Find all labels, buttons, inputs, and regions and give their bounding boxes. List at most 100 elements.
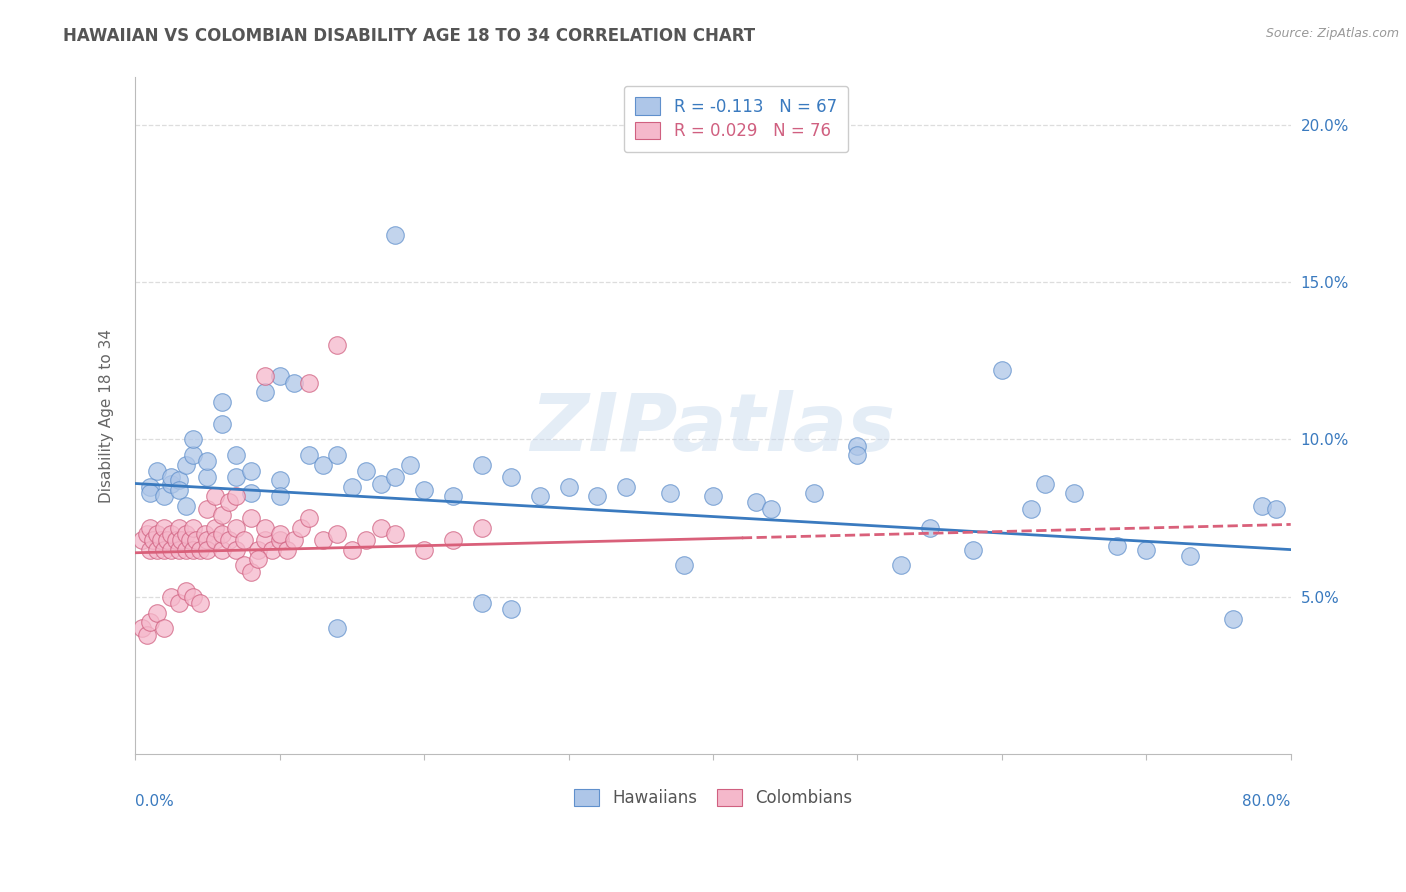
Point [153, 489, 176, 503]
Point [174, 527, 197, 541]
Point [471, 596, 494, 610]
Point [557, 480, 579, 494]
Point [204, 520, 226, 534]
Point [471, 458, 494, 472]
Point [269, 527, 291, 541]
Point [211, 508, 233, 522]
Point [174, 583, 197, 598]
Text: 0.0%: 0.0% [135, 795, 174, 809]
Point [204, 489, 226, 503]
Point [179, 533, 201, 548]
Point [297, 511, 319, 525]
Point [918, 520, 941, 534]
Point [184, 533, 207, 548]
Point [225, 470, 247, 484]
Point [340, 480, 363, 494]
Text: ZIPatlas: ZIPatlas [530, 391, 896, 468]
Point [326, 621, 349, 635]
Point [890, 558, 912, 573]
Point [232, 533, 254, 548]
Point [745, 495, 768, 509]
Point [413, 542, 436, 557]
Point [1265, 501, 1288, 516]
Point [254, 520, 277, 534]
Point [239, 511, 262, 525]
Point [160, 590, 183, 604]
Point [239, 565, 262, 579]
Text: Source: ZipAtlas.com: Source: ZipAtlas.com [1265, 27, 1399, 40]
Point [197, 501, 219, 516]
Point [174, 542, 197, 557]
Point [146, 606, 169, 620]
Point [160, 542, 183, 557]
Point [370, 476, 392, 491]
Point [150, 533, 173, 548]
Point [153, 621, 176, 635]
Point [188, 596, 211, 610]
Point [759, 501, 782, 516]
Point [181, 448, 204, 462]
Point [197, 533, 219, 548]
Point [225, 489, 247, 503]
Point [658, 486, 681, 500]
Point [211, 527, 233, 541]
Point [204, 533, 226, 548]
Point [211, 542, 233, 557]
Point [1135, 542, 1157, 557]
Point [131, 621, 153, 635]
Point [181, 520, 204, 534]
Point [181, 542, 204, 557]
Point [441, 533, 464, 548]
Point [174, 458, 197, 472]
Point [1019, 501, 1042, 516]
Point [141, 533, 163, 548]
Point [1178, 549, 1201, 563]
Point [167, 483, 190, 497]
Point [803, 486, 825, 500]
Point [225, 448, 247, 462]
Point [146, 542, 169, 557]
Point [160, 527, 183, 541]
Point [370, 520, 392, 534]
Point [269, 489, 291, 503]
Point [846, 448, 869, 462]
Point [197, 454, 219, 468]
Point [1222, 612, 1244, 626]
Point [340, 542, 363, 557]
Point [254, 385, 277, 400]
Point [614, 480, 637, 494]
Point [356, 464, 378, 478]
Point [297, 376, 319, 390]
Point [673, 558, 696, 573]
Text: 80.0%: 80.0% [1243, 795, 1291, 809]
Point [254, 369, 277, 384]
Point [326, 448, 349, 462]
Point [218, 495, 240, 509]
Point [135, 527, 157, 541]
Point [846, 439, 869, 453]
Point [239, 486, 262, 500]
Point [138, 542, 160, 557]
Point [1033, 476, 1056, 491]
Point [312, 533, 335, 548]
Point [146, 527, 169, 541]
Point [262, 542, 284, 557]
Point [384, 527, 406, 541]
Point [138, 480, 160, 494]
Point [131, 533, 153, 548]
Point [991, 363, 1014, 377]
Point [167, 474, 190, 488]
Point [1250, 499, 1272, 513]
Point [135, 627, 157, 641]
Point [702, 489, 724, 503]
Point [156, 533, 179, 548]
Point [269, 533, 291, 548]
Point [326, 527, 349, 541]
Point [197, 542, 219, 557]
Point [529, 489, 551, 503]
Point [193, 527, 215, 541]
Point [225, 542, 247, 557]
Point [138, 520, 160, 534]
Point [413, 483, 436, 497]
Point [218, 533, 240, 548]
